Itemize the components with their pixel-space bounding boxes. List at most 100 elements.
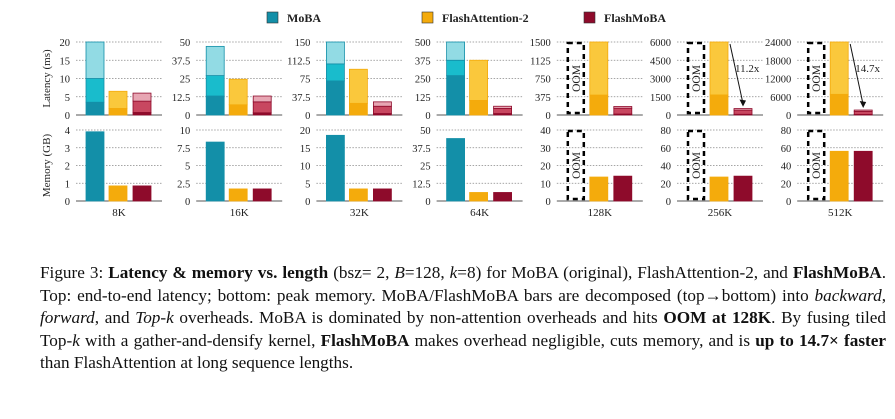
latency-bar-flashattention-2-256K-part1: [709, 41, 729, 96]
memory-bar-flashmoba-256K-part0: [733, 175, 753, 202]
latency-bar-moba-64K-part0: [446, 75, 466, 116]
latency-bar-flashmoba-64K-part1: [493, 108, 513, 114]
y-tick-label: 750: [535, 75, 551, 86]
y-tick-label: 1: [65, 179, 70, 190]
memory-bar-flashmoba-128K-part0: [613, 175, 633, 202]
x-tick-label: 16K: [230, 207, 249, 219]
y-tick-label: 25: [180, 75, 191, 86]
y-tick-label: 375: [535, 93, 551, 104]
memory-bar-flashattention-2-64K-part0: [469, 192, 489, 202]
x-tick-label: 256K: [708, 207, 733, 219]
y-tick-label: 37.5: [172, 56, 190, 67]
y-tick-label: 37.5: [292, 93, 310, 104]
y-tick-label: 0: [546, 197, 551, 208]
latency-bar-moba-16K-part0: [205, 95, 225, 116]
memory-bar-flashmoba-8K-part0: [132, 185, 152, 202]
caption-segment: makes overhead negligible, cuts memory, …: [409, 330, 756, 350]
y-tick-label: 20: [540, 162, 551, 173]
latency-bar-moba-64K-part1: [446, 59, 466, 76]
speedup-arrowhead: [859, 101, 867, 109]
latency-bar-flashmoba-16K-part2: [252, 95, 272, 103]
y-tick-label: 6000: [650, 38, 671, 49]
y-tick-label: 40: [540, 126, 551, 137]
y-tick-label: 0: [425, 111, 430, 122]
y-tick-label: 20: [60, 38, 71, 49]
latency-bar-moba-32K-part1: [325, 63, 345, 82]
y-tick-label: 6000: [770, 93, 791, 104]
x-tick-label: 32K: [350, 207, 369, 219]
latency-bar-moba-8K-part1: [85, 78, 105, 103]
latency-bar-flashattention-2-512K-part0: [829, 93, 849, 116]
y-tick-label: 15: [60, 56, 71, 67]
y-tick-label: 40: [781, 162, 792, 173]
latency-bar-moba-16K-part2: [205, 45, 225, 76]
latency-bar-moba-32K-part0: [325, 80, 345, 116]
y-tick-label: 0: [666, 197, 671, 208]
y-tick-label: 75: [300, 75, 311, 86]
y-tick-label: 2: [65, 162, 70, 173]
memory-bar-flashattention-2-32K-part0: [348, 188, 368, 202]
x-tick-label: 128K: [588, 207, 613, 219]
memory-bar-moba-32K-part0: [325, 134, 345, 202]
latency-bar-moba-8K-part2: [85, 41, 105, 79]
latency-bar-flashmoba-512K-part1: [853, 110, 873, 115]
caption-segment: . By fusing tiled Top-: [40, 308, 886, 350]
memory-bar-flashmoba-16K-part0: [252, 188, 272, 202]
y-tick-label: 4500: [650, 56, 671, 67]
y-tick-label: 20: [661, 179, 672, 190]
x-tick-label: 8K: [112, 207, 126, 219]
latency-bar-flashattention-2-32K-part1: [348, 68, 368, 104]
caption-segment: backward: [814, 285, 882, 305]
latency-bar-flashmoba-128K-part2: [613, 106, 633, 109]
y-tick-label: 3000: [650, 75, 671, 86]
caption-segment: OOM at 128K: [663, 308, 772, 327]
y-tick-label: 150: [295, 38, 311, 49]
y-tick-label: 1500: [650, 93, 671, 104]
y-tick-label: 4: [65, 126, 71, 137]
y-tick-label: 1125: [530, 56, 551, 67]
memory-bar-flashmoba-512K-part0: [853, 150, 873, 202]
speedup-arrow-line: [849, 43, 864, 106]
speedup-arrowhead: [739, 99, 746, 107]
memory-bar-flashattention-2-128K-part0: [589, 176, 609, 202]
legend-swatch-2: [583, 11, 596, 24]
caption-segment: ,: [881, 285, 886, 305]
oom-box: [806, 129, 826, 201]
figure-caption: Figure 3: Latency & memory vs. length (b…: [40, 262, 886, 375]
y-tick-label: 37.5: [412, 144, 430, 155]
oom-box: [806, 41, 826, 115]
y-tick-label: 30: [540, 144, 551, 155]
x-tick-label: 512K: [828, 207, 853, 219]
latency-bar-flashmoba-32K-part1: [372, 105, 392, 114]
speedup-annotation: 14.7x: [855, 63, 880, 75]
speedup-arrow-line: [729, 43, 744, 104]
y-tick-label: 0: [185, 197, 190, 208]
y-tick-label: 500: [415, 38, 431, 49]
memory-bar-moba-64K-part0: [446, 138, 466, 202]
latency-memory-chart: MoBA FlashAttention-2 FlashMoBA Latency (ms…: [41, 11, 884, 219]
caption-segment: Figure 3:: [40, 263, 109, 282]
y-tick-label: 10: [180, 126, 191, 137]
y-tick-label: 20: [300, 126, 311, 137]
latency-bar-moba-16K-part1: [205, 75, 225, 97]
y-tick-label: 125: [415, 93, 431, 104]
legend-swatch-0: [266, 11, 279, 24]
legend-label-0: MoBA: [287, 11, 321, 25]
caption-segment: FlashMoBA: [320, 330, 410, 350]
y-tick-label: 0: [305, 197, 310, 208]
x-tick-label: 64K: [470, 207, 489, 219]
latency-bar-flashmoba-32K-part2: [372, 101, 392, 107]
y-tick-label: 40: [661, 162, 672, 173]
y-tick-label: 10: [540, 179, 551, 190]
caption-segment: B: [394, 263, 405, 282]
y-tick-label: 2.5: [177, 179, 190, 190]
y-tick-label: 80: [661, 126, 672, 137]
y-tick-label: 12.5: [412, 179, 430, 190]
y-tick-label: 0: [786, 111, 791, 122]
y-tick-label: 50: [420, 126, 431, 137]
caption-segment: up to 14.7× faster: [755, 330, 887, 350]
caption-segment: than FlashAttention at long sequence len…: [40, 353, 354, 372]
y-tick-label: 10: [300, 162, 311, 173]
oom-box: [686, 41, 706, 115]
